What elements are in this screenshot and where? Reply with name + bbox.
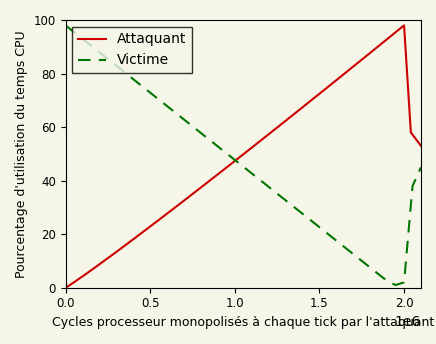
X-axis label: Cycles processeur monopolisés à chaque tick par l'attaquant: Cycles processeur monopolisés à chaque t…: [52, 316, 434, 329]
Attaquant: [419, 144, 424, 148]
Victime: [357, 257, 362, 261]
Attaquant: [186, 195, 191, 199]
Victime: [140, 84, 145, 88]
Victime: [82, 38, 87, 42]
Victime: [419, 165, 424, 169]
Victime: [393, 283, 398, 287]
Line: Attaquant: Attaquant: [65, 25, 421, 288]
Attaquant: [402, 23, 407, 28]
Attaquant: [63, 286, 68, 290]
Attaquant: [194, 189, 200, 193]
Attaquant: [314, 94, 319, 98]
Line: Victime: Victime: [65, 25, 421, 285]
Attaquant: [130, 238, 135, 242]
Victime: [63, 23, 68, 28]
Attaquant: [116, 248, 121, 252]
Y-axis label: Pourcentage d'utilisation du temps CPU: Pourcentage d'utilisation du temps CPU: [15, 30, 28, 278]
Victime: [105, 57, 110, 61]
Legend: Attaquant, Victime: Attaquant, Victime: [72, 27, 192, 73]
Victime: [253, 174, 259, 179]
Attaquant: [123, 243, 128, 247]
Victime: [361, 260, 366, 265]
